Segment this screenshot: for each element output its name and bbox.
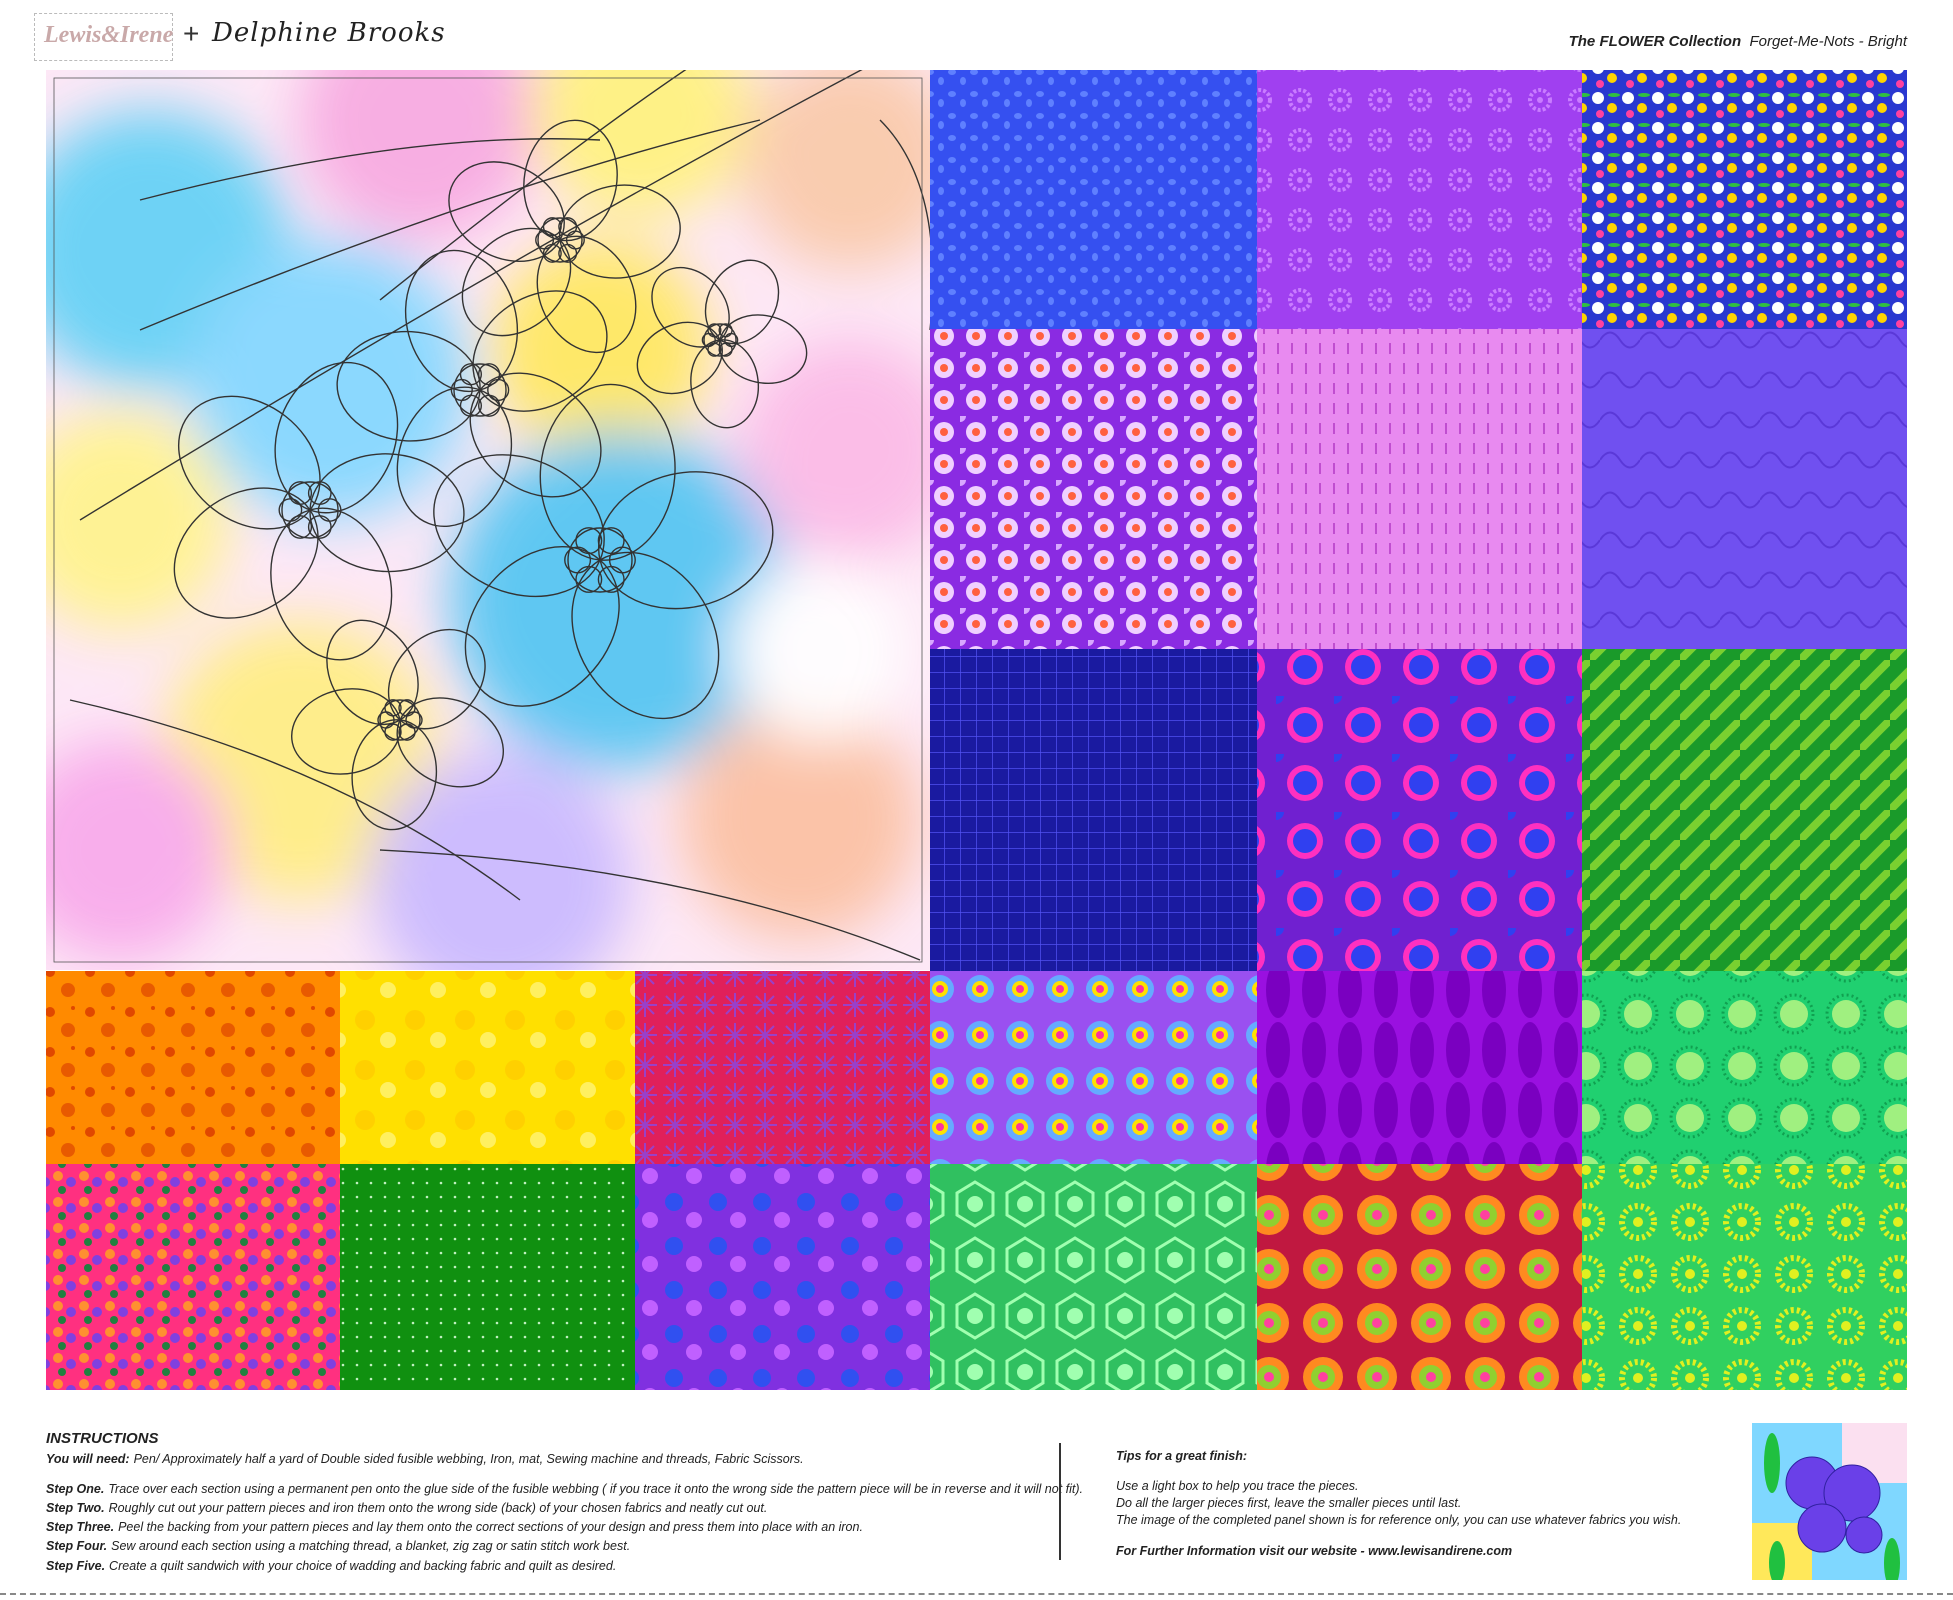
step: Step Five. Create a quilt sandwich with y… <box>46 1559 616 1573</box>
fabric-swatch <box>1257 1164 1582 1390</box>
step-text: Sew around each section using a matching… <box>111 1539 631 1553</box>
need-text: Pen/ Approximately half a yard of Double… <box>133 1452 804 1466</box>
step-label: Step Two. <box>46 1501 105 1515</box>
divider <box>1059 1443 1061 1560</box>
fabric-panel <box>46 70 1907 1390</box>
step-label: Step Five. <box>46 1559 106 1573</box>
brand-logo <box>34 13 173 61</box>
fabric-swatch <box>930 329 1257 649</box>
fabric-swatch <box>340 971 635 1164</box>
fabric-swatch <box>930 971 1257 1164</box>
need-label: You will need: <box>46 1452 130 1466</box>
fabric-swatch <box>1582 1164 1907 1390</box>
fabric-swatch <box>930 649 1257 971</box>
step: Step Four. Sew around each section using … <box>46 1539 630 1553</box>
fabric-swatch <box>930 1164 1257 1390</box>
fabric-swatch <box>46 971 340 1164</box>
fabric-swatch <box>1257 971 1582 1164</box>
step-label: Step Three. <box>46 1520 115 1534</box>
reference-thumbnail <box>1752 1423 1907 1580</box>
step: Step Two. Roughly cut out your pattern pi… <box>46 1501 767 1515</box>
fabric-swatch <box>1582 70 1907 329</box>
panel-name: Forget-Me-Nots - Bright <box>1749 33 1907 50</box>
step-text: Roughly cut out your pattern pieces and … <box>108 1501 768 1515</box>
step-label: Step One. <box>46 1482 105 1496</box>
need: You will need: Pen/ Approximately half a … <box>46 1452 804 1466</box>
website: For Further Information visit our websit… <box>1116 1544 1513 1558</box>
cut-line <box>0 1593 1953 1595</box>
step-text: Peel the backing from your pattern piece… <box>118 1520 863 1534</box>
step-label: Step Four. <box>46 1539 108 1553</box>
fabric-swatch <box>340 1164 635 1390</box>
fabric-swatch <box>1257 649 1582 971</box>
tip: Use a light box to help you trace the pi… <box>1116 1479 1359 1493</box>
step-text: Trace over each section using a permanen… <box>108 1482 1083 1496</box>
collection: The FLOWER Collection <box>1568 33 1742 50</box>
flower-panel <box>46 70 930 970</box>
designer: Delphine Brooks <box>212 18 446 48</box>
fabric-swatch <box>1257 329 1582 649</box>
fabric-swatch <box>1582 649 1907 971</box>
fabric-swatch <box>1582 329 1907 649</box>
fabric-swatch <box>930 70 1257 329</box>
fabric-swatch <box>635 971 930 1164</box>
instructions-title: INSTRUCTIONS <box>46 1430 159 1447</box>
step: Step One. Trace over each section using a… <box>46 1482 1083 1496</box>
tip: The image of the completed panel shown i… <box>1116 1513 1682 1527</box>
tips-title: Tips for a great finish: <box>1116 1449 1248 1463</box>
joiner: + <box>183 18 200 49</box>
fabric-swatch <box>635 1164 930 1390</box>
tip: Do all the larger pieces first, leave th… <box>1116 1496 1462 1510</box>
fabric-swatch <box>46 1164 340 1390</box>
fabric-swatch <box>1582 971 1907 1164</box>
step-text: Create a quilt sandwich with your choice… <box>109 1559 617 1573</box>
collection-title: The FLOWER Collection Forget-Me-Nots - B… <box>1569 33 1907 50</box>
brand: Lewis&Irene <box>44 22 174 48</box>
fabric-swatch <box>1257 70 1582 329</box>
step: Step Three. Peel the backing from your pa… <box>46 1520 863 1534</box>
